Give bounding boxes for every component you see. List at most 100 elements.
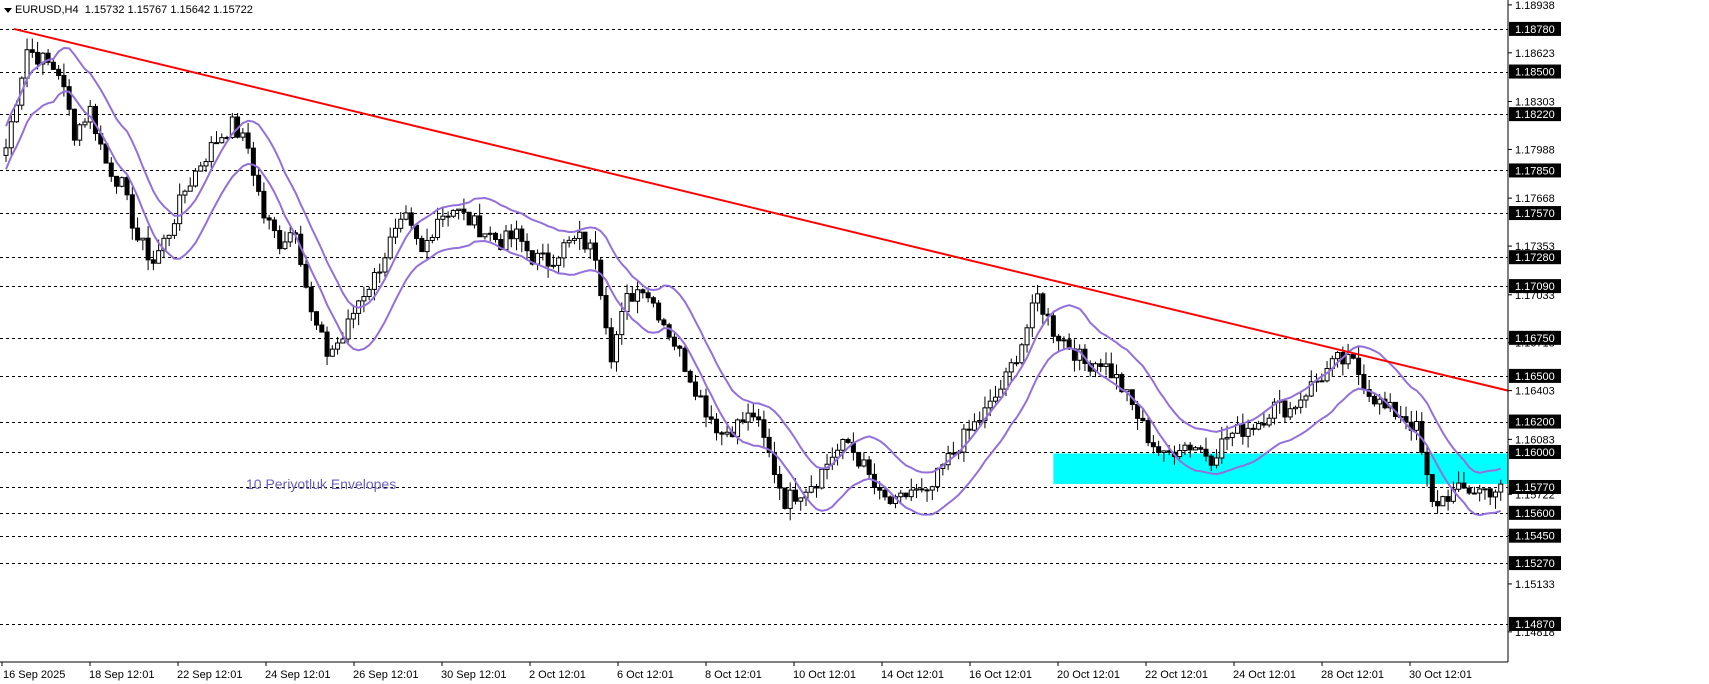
level-label-box [1509,414,1561,429]
y-tick-label: 1.18938 [1515,0,1555,12]
candle-body [40,52,46,65]
candle-body [840,438,846,451]
candle [114,175,120,194]
candle-body [287,232,293,243]
candle [1435,490,1441,514]
candle [50,59,56,70]
candle-body [487,232,493,235]
candle-body [92,105,98,135]
candle [545,243,551,278]
candle-body [1040,293,1046,315]
candle-body [761,419,767,438]
candle-body [561,242,567,259]
candle-body [635,289,641,302]
candle-body [1282,400,1288,418]
candle [619,302,625,345]
candle [466,211,472,226]
level-label-text: 1.18220 [1515,109,1555,121]
candle-body [1182,444,1188,452]
candle [450,209,456,218]
candle-body [408,212,414,226]
candle [1271,398,1277,425]
candle-body [329,348,335,357]
candle-body [492,232,498,240]
y-axis-ticks: 1.18938 1.18623 1.18303 1.17988 1.17668 1.173… [1508,0,1555,639]
x-axis-ticks: 16 Sep 2025 18 Sep 12:01 22 Sep 12:01 24 Se… [1,662,1472,681]
candle-body [1271,401,1277,419]
candle [482,233,488,240]
timeframe: H4 [64,4,79,16]
level-label: 1.18780 [1509,21,1561,36]
candle-body [1035,293,1041,304]
candle-body [377,271,383,274]
candle-body [1103,363,1109,367]
candle-body [866,459,872,475]
candle-body [1029,302,1035,329]
candle-body [592,242,598,261]
candle-body [140,237,146,241]
candle [445,211,451,227]
candle-body [261,190,267,219]
x-tick-label: 8 Oct 12:01 [705,669,762,681]
candle [982,396,988,429]
candle [414,224,420,245]
candle-body [8,121,14,149]
level-label: 1.15770 [1509,479,1561,494]
candle [282,231,288,250]
candle-body [1371,395,1377,405]
candle [598,257,604,300]
candle-body [1356,357,1362,375]
candle [471,213,477,229]
candle [750,402,756,422]
candle [287,226,293,248]
level-label-box [1509,250,1561,265]
candle [487,226,493,242]
level-label-text: 1.18500 [1515,67,1555,79]
candle [1414,410,1420,441]
candle-body [350,312,356,320]
candle-body [582,231,588,250]
level-label: 1.14870 [1509,616,1561,631]
candle-body [303,263,309,288]
candle [1492,489,1498,509]
candle [903,492,909,500]
candle [129,186,135,240]
candle [629,286,635,302]
candle [1498,479,1504,501]
x-tick-label: 28 Oct 12:01 [1321,669,1384,681]
candle-body [924,489,930,492]
candle [871,463,877,495]
candle [1282,400,1288,423]
candle-body [466,211,472,226]
level-label: 1.16500 [1509,368,1561,383]
candle-body [703,395,709,418]
candle-body [856,451,862,467]
candle-body [619,311,625,336]
candle-body [1350,354,1356,359]
candle-body [1298,399,1304,408]
candle [1098,358,1104,373]
candle-body [450,209,456,217]
candle [198,161,204,172]
candle [240,127,246,141]
y-axis-level-labels: 1.18780 1.18500 1.18220 1.17850 1.17570 1.172… [1509,21,1561,631]
level-label-box [1509,479,1561,494]
dropdown-triangle-icon[interactable] [4,7,12,13]
candle [687,369,693,384]
candle [835,443,841,466]
candle-body [950,452,956,455]
candle [1261,412,1267,428]
candle-body [1156,446,1162,453]
candle [1477,484,1483,502]
candle-body [929,486,935,491]
candle-body [1240,423,1246,437]
candle-body [577,231,583,240]
candle-body [745,412,751,423]
candle-body [240,132,246,138]
candle-body [603,295,609,329]
candle-body [903,492,909,498]
envelope-upper [5,46,1502,474]
candle-body [440,215,446,220]
candle [1219,426,1225,464]
candle-body [735,419,741,438]
